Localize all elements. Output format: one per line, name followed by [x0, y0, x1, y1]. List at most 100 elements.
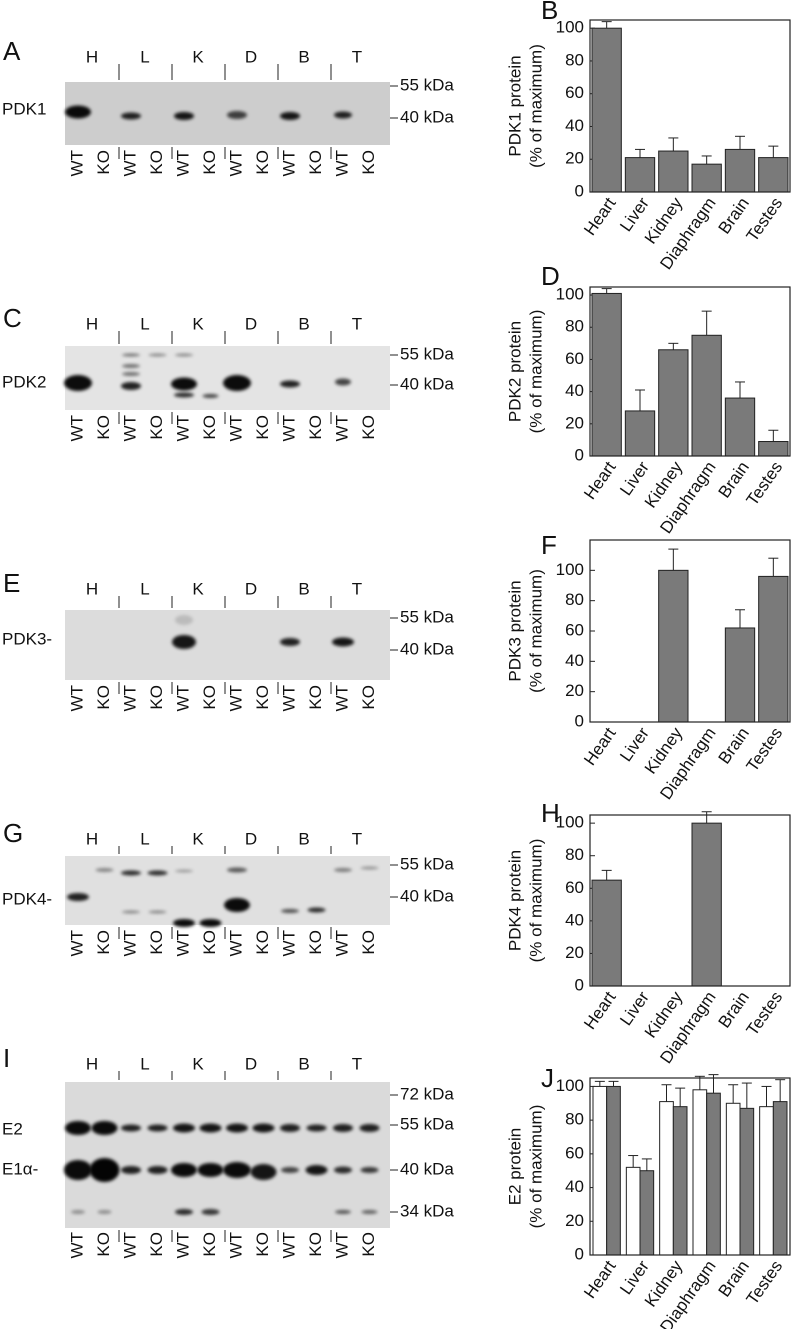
bar: [624, 157, 656, 193]
band: [71, 1210, 85, 1214]
bar: [691, 163, 722, 193]
y-axis-label: (% of maximum): [526, 839, 545, 963]
bar: [591, 879, 622, 987]
blot-panel: G H L K D B T 55 kDa 40 kDa PDK4- WT KO WT KO WT KO WT KO…: [2, 818, 454, 957]
lane-label: WT: [332, 415, 351, 441]
lane-label: WT: [226, 415, 245, 441]
lane-label: WT: [120, 1232, 139, 1258]
y-tick-label: 40: [565, 116, 584, 135]
marker-label: 34 kDa: [400, 1201, 454, 1220]
panel-letter: J: [541, 1063, 554, 1093]
bar: [739, 1107, 755, 1256]
lane-label: KO: [94, 685, 113, 710]
error-bar: [601, 21, 612, 29]
y-axis-label: PDK1 protein: [505, 55, 524, 156]
band: [360, 866, 379, 870]
band: [305, 1165, 328, 1175]
error-bar: [668, 342, 679, 350]
panel-letter: E: [3, 568, 20, 598]
marker-label: 55 kDa: [400, 344, 454, 363]
tissue-label: L: [140, 1054, 149, 1073]
panel-letter: A: [3, 36, 21, 66]
bar: [639, 1170, 655, 1256]
y-axis-label: (% of maximum): [526, 1105, 545, 1229]
protein-label: E1α-: [2, 1159, 38, 1178]
band: [332, 637, 354, 647]
x-tick-label: Heart: [580, 458, 620, 503]
error-bar: [768, 429, 779, 442]
x-tick-label: Heart: [580, 988, 620, 1033]
band: [197, 1163, 224, 1177]
tissue-label: H: [86, 579, 98, 598]
band: [171, 1163, 197, 1177]
lane-label: KO: [253, 150, 272, 175]
error-bar: [608, 1080, 619, 1087]
y-tick-label: 20: [565, 1211, 584, 1230]
panel-letter: F: [541, 530, 557, 560]
band: [280, 638, 300, 646]
blot-panel: A H L K D B T 55 kDa 40 kDa PDK1 WT KO WT KO WT KO WT KO W…: [2, 36, 454, 177]
error-bar: [735, 609, 745, 628]
y-tick-label: 80: [565, 317, 584, 336]
band: [359, 1124, 380, 1132]
bar: [692, 1089, 708, 1256]
lane-label: KO: [359, 415, 378, 440]
y-tick-label: 20: [565, 943, 584, 962]
y-tick-label: 0: [575, 1244, 584, 1263]
error-bar: [735, 381, 745, 399]
error-bar: [761, 1085, 772, 1107]
error-bar: [635, 148, 645, 158]
tissue-label: K: [192, 47, 204, 66]
x-tick-label: Heart: [580, 1257, 620, 1302]
band: [280, 1124, 300, 1132]
band: [121, 382, 141, 390]
lane-label: WT: [332, 930, 351, 956]
error-bar: [668, 548, 679, 571]
error-bar: [635, 389, 645, 411]
bar: [725, 1102, 741, 1256]
x-tick-label: Testes: [743, 458, 787, 509]
tissue-label: H: [86, 829, 98, 848]
tissue-label: T: [352, 579, 362, 598]
bar: [758, 575, 789, 723]
error-bar: [701, 811, 712, 824]
band: [171, 377, 197, 391]
blot-image: [65, 856, 390, 925]
tissue-label: K: [192, 314, 204, 333]
bar: [592, 1085, 608, 1256]
error-bar: [701, 155, 712, 165]
marker-label: 40 kDa: [400, 1159, 454, 1178]
protein-label: PDK4-: [2, 889, 52, 908]
error-bar: [661, 1084, 672, 1102]
band: [121, 112, 141, 120]
bar: [691, 334, 722, 457]
marker-label: 72 kDa: [400, 1084, 454, 1103]
lane-label: KO: [147, 415, 166, 440]
plot-frame: [589, 286, 791, 457]
tissue-label: H: [86, 47, 98, 66]
error-bar: [601, 288, 612, 294]
y-axis-label: (% of maximum): [526, 44, 545, 168]
bar: [706, 1092, 721, 1256]
marker-label: 55 kDa: [400, 1114, 454, 1133]
blot-panel: E H L K D B T 55 kDa 40 kDa PDK3- WT KO WT KO WT KO WT KO…: [2, 568, 454, 712]
band: [122, 364, 140, 368]
band: [64, 1160, 92, 1180]
panel-letter: I: [3, 1043, 10, 1073]
tissue-label: H: [86, 1054, 98, 1073]
lane-label: WT: [226, 150, 245, 176]
plot-frame: [589, 1077, 791, 1256]
error-bar: [768, 145, 779, 158]
bar: [772, 1101, 788, 1256]
band: [281, 1167, 299, 1173]
y-tick-label: 40: [565, 910, 584, 929]
lane-label: WT: [332, 150, 351, 176]
lane-label: WT: [226, 685, 245, 711]
band: [175, 1209, 193, 1215]
lane-label: WT: [332, 685, 351, 711]
tissue-label: L: [140, 47, 149, 66]
lane-label: KO: [253, 685, 272, 710]
error-bar: [701, 310, 712, 336]
tissue-label: D: [245, 829, 257, 848]
lane-label: WT: [67, 150, 86, 176]
